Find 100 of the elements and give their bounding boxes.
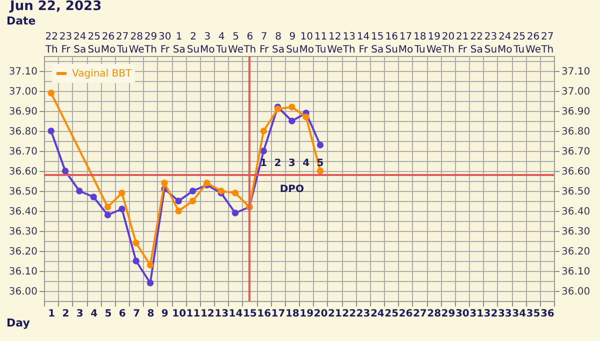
x-tick-label: 12 bbox=[200, 308, 214, 320]
x2-tick-label: 10 Mo bbox=[299, 32, 314, 56]
x-tick-label: 19 bbox=[300, 308, 314, 320]
x-tick-label: 24 bbox=[370, 308, 384, 320]
y2-tick-label: 36.20 bbox=[562, 246, 590, 258]
x2-tick-label: 16 Su bbox=[385, 32, 398, 56]
point bbox=[118, 206, 126, 212]
x2-tick-label: 15 Sa bbox=[371, 32, 384, 56]
point bbox=[48, 128, 54, 134]
x2-tick-label: 28 We bbox=[128, 32, 144, 56]
point bbox=[132, 240, 140, 246]
y-tick-label: 36.90 bbox=[8, 106, 38, 118]
y-tick-label: 37.00 bbox=[8, 86, 38, 98]
x-tick-label: 30 bbox=[455, 308, 470, 320]
x-tick-label: 18 bbox=[285, 308, 300, 320]
point bbox=[288, 118, 296, 124]
x2-tick-label: 24 Mo bbox=[498, 32, 512, 56]
x2-tick-label: 26 We bbox=[526, 32, 541, 56]
point bbox=[104, 204, 112, 210]
x2-tick-label: 26 Mo bbox=[100, 32, 116, 56]
x2-tick-label: 27 Tu bbox=[116, 32, 129, 56]
y2-tick-label: 37.00 bbox=[562, 86, 590, 98]
x-tick-label: 35 bbox=[526, 308, 540, 320]
x-tick-label: 7 bbox=[133, 308, 140, 320]
x-tick-label: 13 bbox=[214, 308, 229, 320]
x-tick-label: 28 bbox=[427, 308, 442, 320]
point bbox=[118, 190, 126, 196]
y2-tick-label: 36.00 bbox=[562, 286, 590, 298]
x2-tick-label: 2 Su bbox=[186, 32, 200, 56]
x2-tick-label: 9 Su bbox=[286, 32, 299, 56]
x-tick-label: 10 bbox=[172, 308, 186, 320]
point bbox=[232, 210, 239, 216]
y2-tick-label: 36.90 bbox=[562, 106, 590, 118]
x2-axis-title: Date bbox=[6, 14, 36, 28]
y2-tick-label: 36.80 bbox=[562, 126, 590, 138]
x2-tick-label: 23 Fr bbox=[59, 32, 72, 56]
y-tick-label: 36.10 bbox=[8, 266, 38, 278]
x-axis-title: Day bbox=[6, 316, 30, 330]
x2-tick-label: 20 Th bbox=[441, 32, 455, 56]
x2-tick-label: 27 Th bbox=[540, 32, 554, 56]
y-tick-label: 36.50 bbox=[8, 186, 38, 198]
y-tick-label: 37.10 bbox=[8, 66, 38, 78]
point bbox=[175, 198, 182, 204]
x-tick-label: 34 bbox=[512, 308, 526, 320]
annotation: DPO bbox=[280, 184, 304, 195]
y2-tick-label: 36.50 bbox=[562, 186, 590, 198]
annotation: 2 bbox=[274, 158, 282, 169]
point bbox=[175, 208, 182, 214]
x2-tick-label: 14 Fr bbox=[356, 32, 370, 56]
x2-tick-label: 17 Mo bbox=[398, 32, 414, 56]
x-tick-label: 11 bbox=[186, 308, 200, 320]
point bbox=[146, 262, 154, 268]
x2-tick-label: 25 Su bbox=[88, 32, 100, 56]
x2-tick-label: 4 Tu bbox=[215, 32, 228, 56]
x-tick-label: 1 bbox=[48, 308, 56, 320]
x-tick-label: 2 bbox=[62, 308, 70, 320]
point bbox=[302, 114, 310, 120]
y2-tick-label: 37.10 bbox=[562, 66, 590, 78]
point bbox=[232, 190, 239, 196]
point bbox=[90, 194, 97, 200]
point bbox=[48, 90, 54, 96]
x-tick-label: 21 bbox=[328, 308, 342, 320]
x2-tick-label: 8 Sa bbox=[272, 32, 284, 56]
x-tick-label: 29 bbox=[441, 308, 456, 320]
x2-tick-label: 22 Th bbox=[44, 32, 58, 56]
y-tick-label: 36.20 bbox=[8, 246, 38, 258]
y-tick-label: 36.00 bbox=[8, 286, 38, 298]
y-tick-label: 36.80 bbox=[8, 126, 38, 138]
x2-tick-label: 18 Tu bbox=[413, 32, 426, 56]
y2-tick-label: 36.30 bbox=[562, 226, 590, 238]
x2-tick-label: 21 Fr bbox=[456, 32, 469, 56]
annotation: 1 bbox=[260, 158, 268, 169]
x2-tick-label: 29 Th bbox=[144, 32, 158, 56]
x-tick-label: 23 bbox=[356, 308, 370, 320]
x2-tick-label: 7 Fr bbox=[260, 32, 270, 56]
x-tick-label: 4 bbox=[90, 308, 98, 320]
y-tick-label: 36.30 bbox=[8, 226, 38, 238]
x-tick-label: 26 bbox=[398, 308, 413, 320]
point bbox=[76, 188, 83, 194]
x-tick-label: 6 bbox=[118, 308, 126, 320]
point bbox=[189, 198, 196, 204]
point bbox=[104, 212, 112, 218]
x-tick-label: 15 bbox=[242, 308, 257, 320]
point bbox=[288, 104, 296, 110]
x2-tick-label: 24 Sa bbox=[74, 32, 86, 56]
x-tick-label: 25 bbox=[384, 308, 399, 320]
annotation: 3 bbox=[288, 158, 296, 169]
x-tick-label: 16 bbox=[257, 308, 272, 320]
x2-tick-label: 19 We bbox=[426, 32, 442, 56]
x2-tick-label: 6 Th bbox=[242, 32, 256, 56]
x-tick-label: 36 bbox=[540, 308, 554, 320]
x2-tick-label: 22 Sa bbox=[470, 32, 483, 56]
point bbox=[132, 258, 140, 264]
y-tick-label: 36.70 bbox=[8, 146, 38, 158]
x2-tick-label: 5 We bbox=[228, 32, 244, 56]
chart-title: Jun 22, 2023 bbox=[9, 0, 102, 14]
x2-tick-label: 1 Sa bbox=[172, 32, 186, 56]
annotation: 4 bbox=[302, 158, 310, 169]
x-tick-label: 32 bbox=[484, 308, 498, 320]
point bbox=[316, 168, 324, 174]
